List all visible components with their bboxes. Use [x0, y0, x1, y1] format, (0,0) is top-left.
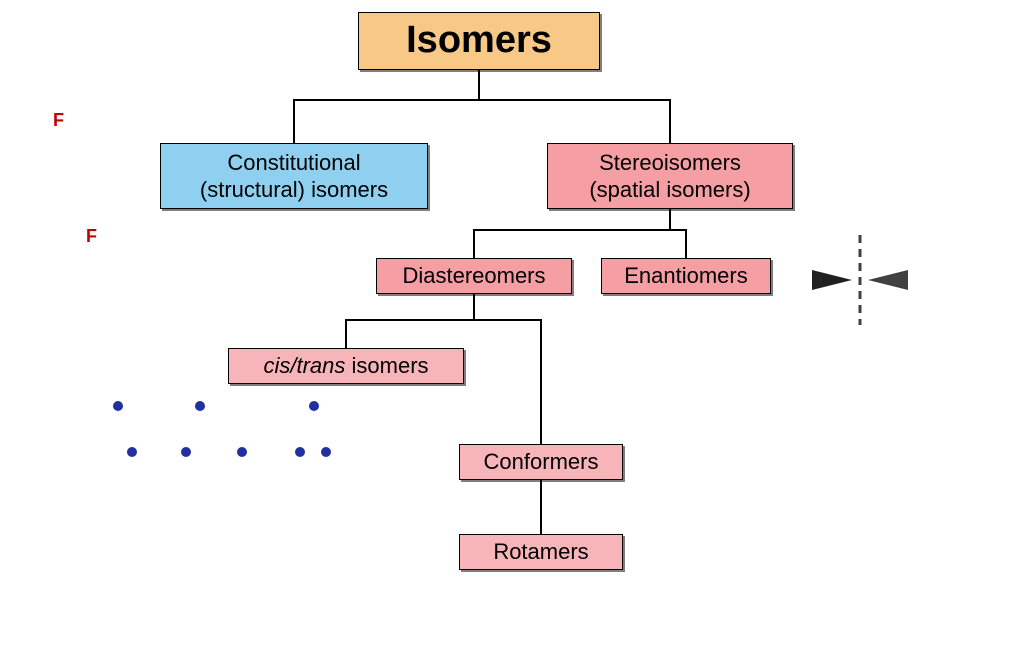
node-stereoisomers: Stereoisomers (spatial isomers)	[547, 143, 793, 209]
node-constitutional-line2: (structural) isomers	[200, 176, 388, 204]
node-rotamers-label: Rotamers	[493, 538, 588, 566]
node-stereo-line2: (spatial isomers)	[589, 176, 750, 204]
node-conformers-label: Conformers	[484, 448, 599, 476]
node-cistrans: cis/trans isomers	[228, 348, 464, 384]
node-constitutional-line1: Constitutional	[227, 149, 360, 177]
node-diastereomers-label: Diastereomers	[402, 262, 545, 290]
node-isomers: Isomers	[358, 12, 600, 70]
atom-label-f: F	[53, 110, 64, 131]
node-enantiomers-label: Enantiomers	[624, 262, 748, 290]
node-isomers-label: Isomers	[406, 17, 552, 65]
node-diastereomers: Diastereomers	[376, 258, 572, 294]
node-rotamers: Rotamers	[459, 534, 623, 570]
node-stereo-line1: Stereoisomers	[599, 149, 741, 177]
atom-label-f: F	[86, 226, 97, 247]
node-conformers: Conformers	[459, 444, 623, 480]
node-constitutional: Constitutional (structural) isomers	[160, 143, 428, 209]
node-enantiomers: Enantiomers	[601, 258, 771, 294]
